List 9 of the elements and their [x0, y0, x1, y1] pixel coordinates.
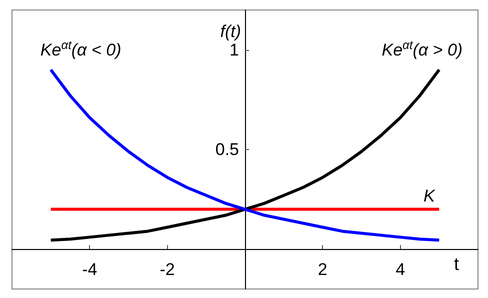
- y-tick-label: 1: [230, 40, 239, 60]
- x-tick-label: -2: [160, 260, 175, 280]
- x-axis-title: t: [454, 254, 460, 274]
- x-tick-label: 2: [318, 260, 328, 280]
- x-tick-label: 4: [396, 260, 406, 280]
- y-tick-label: 0.5: [215, 140, 239, 159]
- y-axis-title: f(t): [220, 22, 241, 41]
- x-tick-label: -4: [82, 260, 98, 280]
- series-label: K: [423, 186, 436, 206]
